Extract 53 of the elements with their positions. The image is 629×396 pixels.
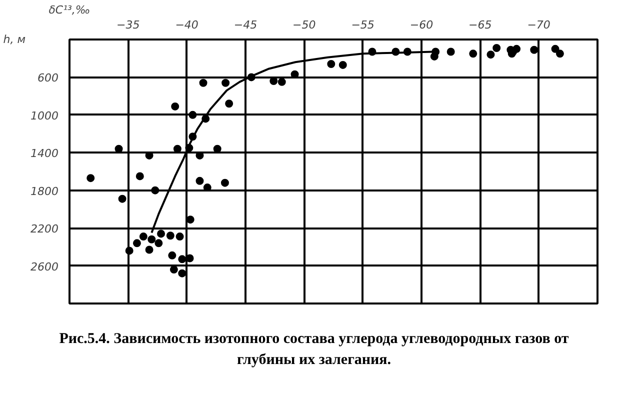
- point: [225, 100, 234, 108]
- y-tick-label: 1400: [30, 147, 59, 160]
- point: [118, 194, 126, 203]
- point: [168, 251, 176, 260]
- x-tick-label: −60: [410, 18, 434, 32]
- y-tick-label: 1800: [30, 184, 59, 198]
- x-tick-label: −55: [351, 18, 374, 32]
- point: [338, 60, 347, 69]
- point: [139, 232, 148, 241]
- point: [469, 50, 478, 58]
- point: [430, 52, 438, 60]
- point: [446, 48, 455, 56]
- y-tick-label: 600: [38, 72, 59, 85]
- point: [512, 44, 521, 53]
- point: [151, 186, 160, 194]
- x-tick-label: −50: [292, 18, 316, 32]
- point: [486, 50, 495, 59]
- x-tick-label: −65: [468, 18, 492, 32]
- x-tick-label: −70: [527, 18, 550, 32]
- x-tick-label: −35: [116, 18, 140, 32]
- point: [86, 174, 95, 182]
- text: Рис.5.4. Зависимость изотопного состава углерода углеводородных газов от глубины их залегания.: [58, 330, 570, 370]
- point: [125, 246, 134, 255]
- point: [327, 60, 336, 68]
- point: [166, 232, 174, 240]
- point: [154, 239, 163, 248]
- point: [136, 172, 144, 180]
- y-tick-label: 1000: [30, 109, 59, 122]
- point: [530, 46, 538, 54]
- point: [145, 246, 154, 254]
- point: [199, 78, 208, 87]
- y-tick-label: 2600: [30, 260, 59, 274]
- point: [196, 176, 204, 185]
- x-tick-label: −40: [175, 18, 198, 32]
- point: [171, 102, 180, 110]
- point: [556, 50, 564, 58]
- point: [220, 178, 229, 187]
- x-axis-title: δC¹³,‰: [48, 4, 90, 16]
- point: [178, 255, 186, 264]
- y-tick-label: 2200: [30, 222, 59, 236]
- point: [148, 235, 156, 244]
- point: [178, 269, 186, 278]
- point: [188, 110, 197, 119]
- point: [176, 232, 184, 241]
- y-axis-title: h, м: [3, 33, 26, 46]
- point: [132, 239, 141, 248]
- point: [157, 230, 166, 238]
- x-tick-label: −45: [234, 18, 258, 32]
- point: [222, 78, 230, 87]
- point: [278, 78, 286, 86]
- point: [170, 266, 178, 274]
- point: [551, 44, 560, 53]
- point: [492, 44, 501, 52]
